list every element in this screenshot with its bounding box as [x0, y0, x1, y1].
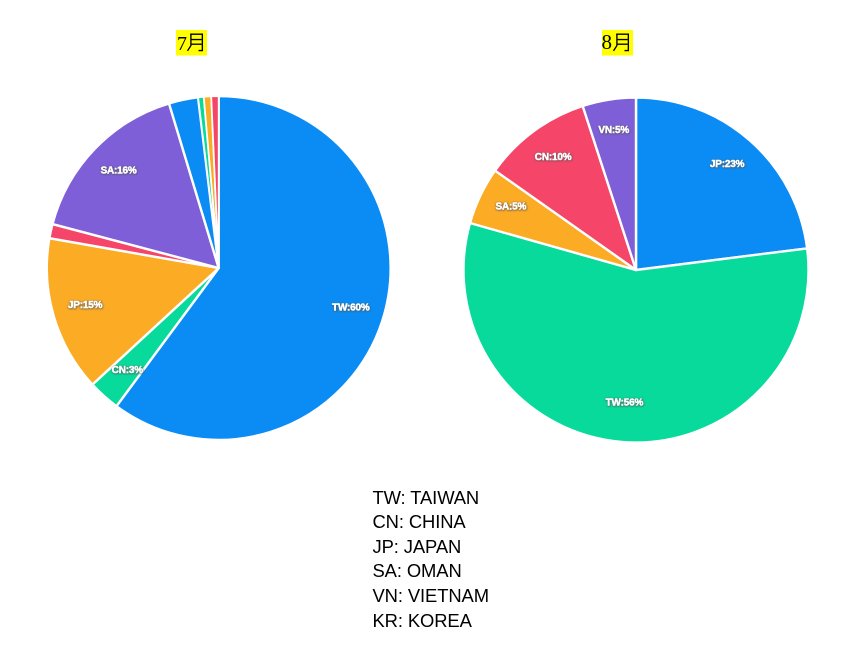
svg-text:CN:3%: CN:3%: [112, 365, 144, 376]
svg-text:SA:16%: SA:16%: [101, 166, 137, 177]
svg-text:TW:60%: TW:60%: [332, 302, 370, 313]
svg-text:JP:23%: JP:23%: [710, 159, 745, 170]
svg-text:VN:5%: VN:5%: [598, 125, 629, 136]
svg-text:JP:15%: JP:15%: [68, 301, 103, 312]
svg-text:TW:56%: TW:56%: [606, 398, 644, 409]
svg-text:JP:23%: JP:23%: [710, 159, 745, 170]
svg-text:CN:10%: CN:10%: [535, 152, 572, 163]
svg-text:TW:60%: TW:60%: [332, 303, 370, 314]
svg-text:SA:5%: SA:5%: [496, 202, 527, 213]
svg-text:JP:15%: JP:15%: [68, 300, 103, 311]
svg-text:TW:56%: TW:56%: [606, 397, 644, 408]
svg-text:CN:3%: CN:3%: [112, 366, 144, 377]
svg-text:SA:16%: SA:16%: [101, 166, 137, 177]
svg-text:7: 7: [177, 33, 187, 55]
svg-text:SA:5%: SA:5%: [496, 202, 527, 213]
svg-text:CN:10%: CN:10%: [535, 152, 572, 163]
svg-text:VN:5%: VN:5%: [599, 125, 630, 136]
svg-text:8: 8: [602, 30, 612, 54]
